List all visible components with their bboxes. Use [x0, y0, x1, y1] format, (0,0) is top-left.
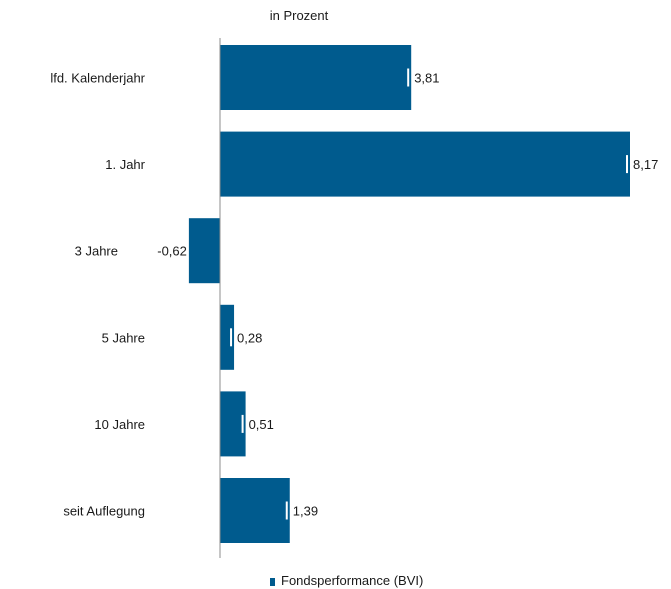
category-label: seit Auflegung [63, 504, 145, 519]
bar [220, 131, 630, 197]
data-label: 1,39 [293, 504, 318, 519]
category-label: lfd. Kalenderjahr [50, 71, 145, 86]
bar [220, 45, 412, 110]
data-label: -0,62 [157, 244, 187, 259]
bar [220, 478, 290, 543]
label-marker [230, 328, 233, 347]
data-label: 0,28 [237, 330, 262, 345]
data-label: 3,81 [414, 71, 439, 86]
label-marker [285, 501, 288, 520]
legend-swatch [270, 578, 275, 586]
chart-subtitle: in Prozent [270, 8, 329, 23]
data-label: 8,17 [633, 157, 658, 172]
bar [220, 391, 246, 457]
label-marker [241, 414, 244, 433]
bar [188, 218, 220, 284]
category-label: 5 Jahre [102, 330, 145, 345]
category-label: 10 Jahre [94, 417, 145, 432]
bars-group: 3,81 lfd. Kalenderjahr 8,17 1. Jahr -0,62 3 J… [50, 45, 658, 543]
category-label: 1. Jahr [105, 157, 145, 172]
bar [220, 304, 235, 370]
data-label: 0,51 [249, 417, 274, 432]
legend-label: Fondsperformance (BVI) [281, 573, 423, 588]
label-marker [407, 68, 410, 87]
category-label: 3 Jahre [75, 244, 118, 259]
label-marker [626, 155, 628, 174]
legend: Fondsperformance (BVI) [270, 573, 423, 588]
